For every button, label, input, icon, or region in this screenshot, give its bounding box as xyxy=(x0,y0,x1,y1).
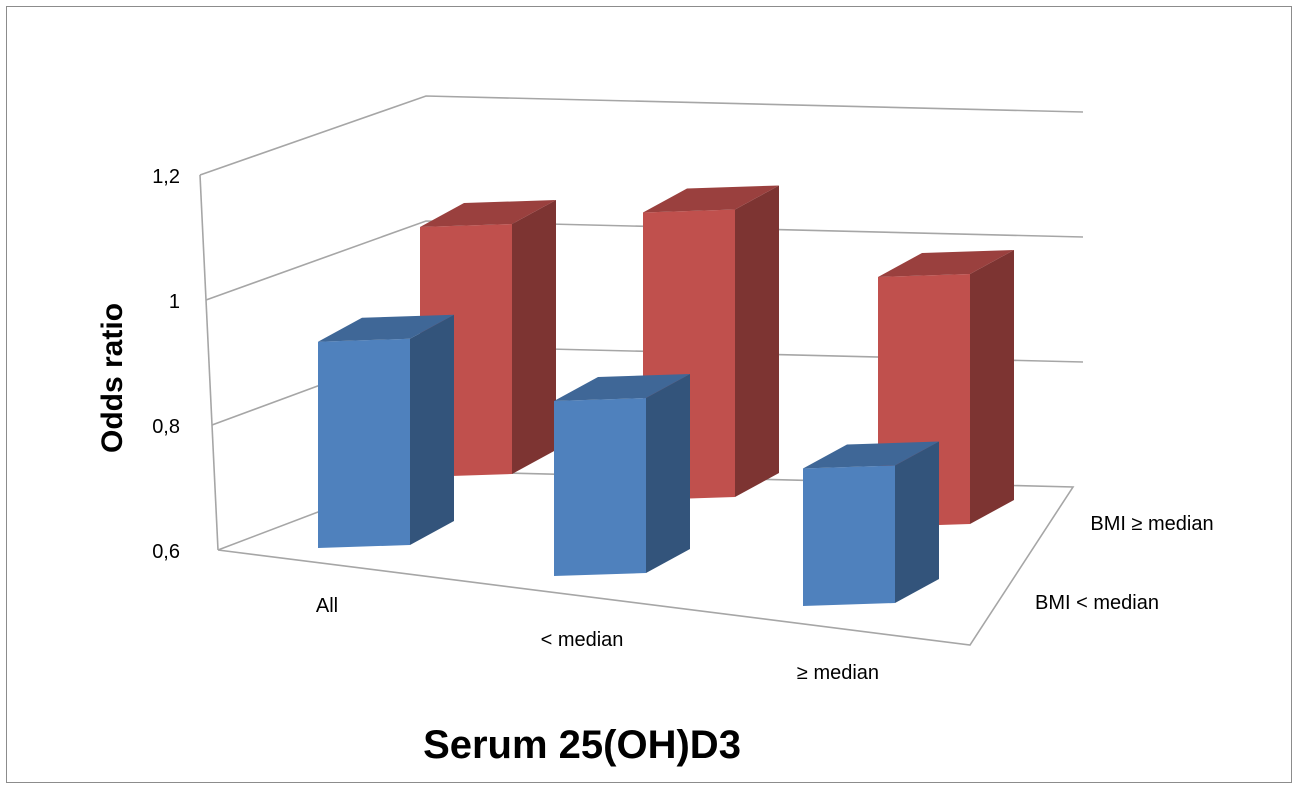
bar-front-face xyxy=(803,465,895,606)
gridline xyxy=(205,220,1084,301)
chart-bars xyxy=(318,185,1014,606)
wall-edge xyxy=(199,174,219,551)
bar-side-face xyxy=(970,250,1014,524)
bar-side-face xyxy=(735,185,779,497)
bar-side-face xyxy=(410,314,454,545)
bar-front-face xyxy=(554,398,646,576)
bar-bmi-below-2 xyxy=(803,441,939,606)
y-axis-title: Odds ratio xyxy=(96,303,129,453)
bar-side-face xyxy=(512,200,556,474)
bar-bmi-above-0 xyxy=(420,200,556,477)
x-axis-title: Serum 25(OH)D3 xyxy=(423,723,741,767)
y-tick-label: 1 xyxy=(169,291,180,313)
bar-top-face xyxy=(643,185,779,213)
bar-bmi-below-0 xyxy=(318,314,454,548)
bar-front-face xyxy=(318,338,410,548)
x-tick-label: All xyxy=(316,595,338,617)
series-label: BMI < median xyxy=(1035,592,1159,614)
y-tick-label: 1,2 xyxy=(152,166,180,188)
bar-side-face xyxy=(895,441,939,603)
y-tick-label: 0,6 xyxy=(152,541,180,563)
series-label: BMI ≥ median xyxy=(1090,513,1213,535)
x-tick-label: ≥ median xyxy=(797,662,879,684)
y-tick-label: 0,8 xyxy=(152,416,180,438)
bar-top-face xyxy=(420,200,556,227)
gridline xyxy=(199,95,1084,176)
x-tick-label: < median xyxy=(541,629,624,651)
bar-top-face xyxy=(554,374,690,401)
bar-top-face xyxy=(878,250,1014,277)
bar-bmi-below-1 xyxy=(554,374,690,576)
bar-top-face xyxy=(318,314,454,342)
bar-top-face xyxy=(803,441,939,469)
chart-labels: 0,6 0,8 1 1,2 All < median ≥ median BMI < media… xyxy=(152,166,1213,684)
bar-side-face xyxy=(646,374,690,573)
